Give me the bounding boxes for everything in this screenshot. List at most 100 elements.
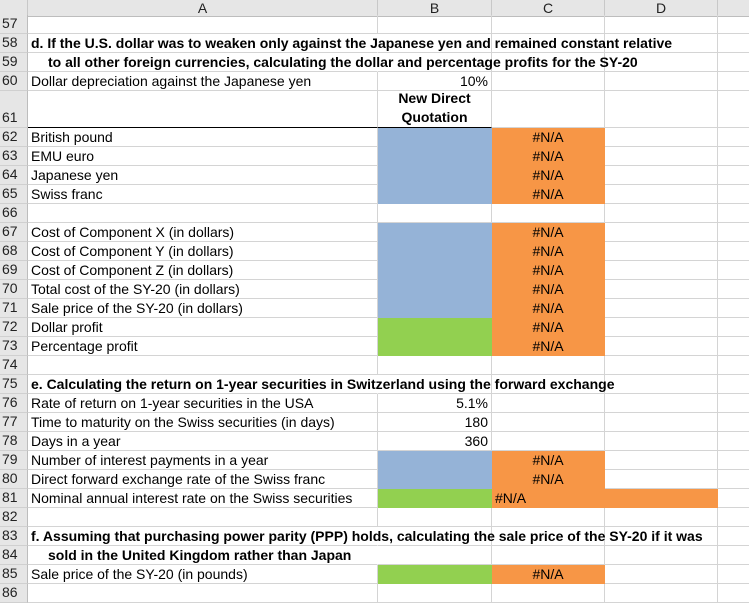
cell-b[interactable] bbox=[378, 527, 492, 546]
cell-e[interactable] bbox=[718, 375, 749, 394]
cell-d[interactable] bbox=[605, 53, 718, 72]
cell-d[interactable] bbox=[605, 299, 718, 318]
cell-e[interactable] bbox=[718, 356, 749, 375]
cell-a[interactable]: Dollar profit bbox=[28, 318, 378, 337]
cell-e[interactable] bbox=[718, 508, 749, 527]
row-header[interactable]: 77 bbox=[0, 413, 28, 432]
cell-d[interactable] bbox=[605, 489, 718, 508]
cell-e[interactable] bbox=[718, 72, 749, 91]
row-header[interactable]: 84 bbox=[0, 546, 28, 565]
cell-b[interactable] bbox=[378, 508, 492, 527]
row-header[interactable]: 80 bbox=[0, 470, 28, 489]
cell-b[interactable] bbox=[378, 204, 492, 223]
cell-e[interactable] bbox=[718, 280, 749, 299]
cell-e[interactable] bbox=[718, 584, 749, 603]
cell-d[interactable] bbox=[605, 413, 718, 432]
cell-c[interactable]: #N/A bbox=[492, 299, 605, 318]
cell-b[interactable] bbox=[378, 34, 492, 53]
row-header[interactable]: 66 bbox=[0, 204, 28, 223]
row-header[interactable]: 65 bbox=[0, 185, 28, 204]
cell-c[interactable]: #N/A bbox=[492, 470, 605, 489]
cell-e[interactable] bbox=[718, 413, 749, 432]
cell-d[interactable] bbox=[605, 91, 718, 128]
cell-a[interactable]: Total cost of the SY-20 (in dollars) bbox=[28, 280, 378, 299]
cell-a[interactable]: Direct forward exchange rate of the Swis… bbox=[28, 470, 378, 489]
cell-d[interactable] bbox=[605, 546, 718, 565]
cell-e[interactable] bbox=[718, 166, 749, 185]
cell-a[interactable]: d. If the U.S. dollar was to weaken only… bbox=[28, 34, 672, 53]
cell-d[interactable] bbox=[605, 565, 718, 584]
cell-c[interactable]: #N/A bbox=[492, 185, 605, 204]
cell-e[interactable] bbox=[718, 91, 749, 128]
cell-c[interactable] bbox=[492, 584, 605, 603]
cell-d[interactable] bbox=[605, 147, 718, 166]
cell-c[interactable]: #N/A bbox=[492, 565, 605, 584]
row-header[interactable]: 62 bbox=[0, 128, 28, 147]
row-header[interactable]: 67 bbox=[0, 223, 28, 242]
cell-e[interactable] bbox=[718, 432, 749, 451]
cell-c[interactable]: #N/A bbox=[492, 318, 605, 337]
row-header[interactable]: 76 bbox=[0, 394, 28, 413]
cell-c[interactable]: #N/A bbox=[492, 242, 605, 261]
cell-b[interactable] bbox=[378, 451, 492, 470]
cell-e[interactable] bbox=[718, 318, 749, 337]
cell-b[interactable] bbox=[378, 53, 492, 72]
row-header[interactable]: 79 bbox=[0, 451, 28, 470]
cell-c[interactable]: #N/A bbox=[492, 223, 605, 242]
row-header[interactable]: 71 bbox=[0, 299, 28, 318]
cell-e[interactable] bbox=[718, 185, 749, 204]
cell-a[interactable]: Rate of return on 1-year securities in t… bbox=[28, 394, 378, 413]
cell-c[interactable]: #N/A bbox=[492, 451, 605, 470]
cell-b[interactable] bbox=[378, 546, 492, 565]
cell-e[interactable] bbox=[718, 34, 749, 53]
column-header-e[interactable] bbox=[718, 0, 749, 17]
cell-c[interactable] bbox=[492, 413, 605, 432]
cell-a[interactable]: Time to maturity on the Swiss securities… bbox=[28, 413, 378, 432]
cell-d[interactable] bbox=[605, 72, 718, 91]
cell-e[interactable] bbox=[718, 53, 749, 72]
cell-e[interactable] bbox=[718, 546, 749, 565]
cell-c[interactable] bbox=[492, 356, 605, 375]
cell-e[interactable] bbox=[718, 204, 749, 223]
cell-b[interactable]: New Direct Quotation bbox=[378, 90, 492, 128]
row-header[interactable]: 82 bbox=[0, 508, 28, 527]
cell-b[interactable]: 180 bbox=[378, 413, 492, 432]
cell-b[interactable] bbox=[378, 128, 492, 147]
column-header-a[interactable]: A bbox=[28, 0, 378, 17]
column-header-b[interactable]: B bbox=[378, 0, 492, 17]
cell-c[interactable]: #N/A bbox=[492, 489, 605, 508]
cell-e[interactable] bbox=[718, 242, 749, 261]
cell-e[interactable] bbox=[718, 489, 749, 508]
cell-a[interactable]: British pound bbox=[28, 128, 378, 147]
column-header-d[interactable]: D bbox=[605, 0, 718, 17]
cell-b[interactable]: 10% bbox=[378, 72, 492, 91]
row-header[interactable]: 58 bbox=[0, 34, 28, 53]
cell-b[interactable] bbox=[378, 489, 492, 508]
cell-b[interactable] bbox=[378, 375, 492, 394]
row-header[interactable]: 70 bbox=[0, 280, 28, 299]
cell-a[interactable]: Sale price of the SY-20 (in dollars) bbox=[28, 299, 378, 318]
cell-c[interactable] bbox=[492, 394, 605, 413]
cell-d[interactable] bbox=[605, 375, 718, 394]
cell-b[interactable] bbox=[378, 166, 492, 185]
cell-e[interactable] bbox=[718, 527, 749, 546]
cell-a[interactable] bbox=[28, 204, 378, 223]
cell-a[interactable]: Percentage profit bbox=[28, 337, 378, 356]
cell-a[interactable] bbox=[28, 356, 378, 375]
cell-b[interactable] bbox=[378, 565, 492, 584]
row-header[interactable]: 86 bbox=[0, 584, 28, 603]
cell-a[interactable] bbox=[28, 508, 378, 527]
cell-d[interactable] bbox=[605, 34, 718, 53]
cell-b[interactable] bbox=[378, 337, 492, 356]
cell-d[interactable] bbox=[605, 470, 718, 489]
cell-a[interactable]: to all other foreign currencies, calcula… bbox=[28, 53, 638, 72]
cell-b[interactable] bbox=[378, 470, 492, 489]
cell-b[interactable] bbox=[378, 261, 492, 280]
cell-d[interactable] bbox=[605, 527, 718, 546]
cell-d[interactable] bbox=[605, 223, 718, 242]
cell-c[interactable] bbox=[492, 527, 605, 546]
row-header[interactable]: 78 bbox=[0, 432, 28, 451]
cell-d[interactable] bbox=[605, 185, 718, 204]
cell-c[interactable] bbox=[492, 72, 605, 91]
cell-c[interactable] bbox=[492, 53, 605, 72]
